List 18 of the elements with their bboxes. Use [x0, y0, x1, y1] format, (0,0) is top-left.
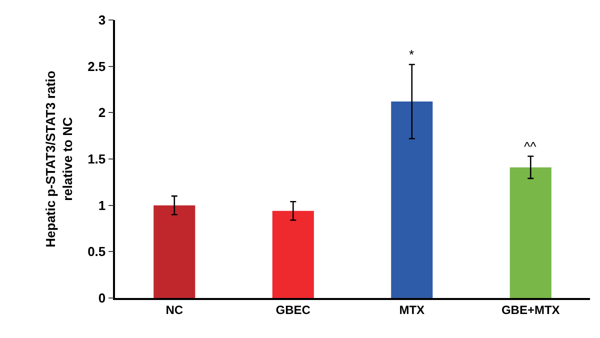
x-tick-label: GBEC [276, 303, 311, 318]
bar [391, 102, 433, 298]
x-tick-label: MTX [399, 303, 425, 318]
x-tick-label: NC [166, 303, 184, 318]
y-tick-label: 0 [98, 290, 106, 306]
y-tick-label: 1 [98, 198, 106, 213]
y-axis-title: Hepatic p-STAT3/STAT3 ratio relative to NC [43, 70, 76, 248]
annotation: * [409, 47, 414, 62]
x-tick-label: GBE+MTX [501, 303, 560, 318]
y-tick-label: 3 [98, 12, 106, 28]
bar [272, 210, 314, 298]
bar [510, 167, 552, 298]
y-tick-label: 2.5 [88, 58, 106, 74]
y-tick-label: 0.5 [88, 244, 106, 260]
y-tick-label: 1.5 [88, 152, 106, 167]
y-tick-label: 2 [98, 105, 106, 120]
annotation: ^^ [524, 139, 538, 154]
bar [154, 205, 196, 298]
